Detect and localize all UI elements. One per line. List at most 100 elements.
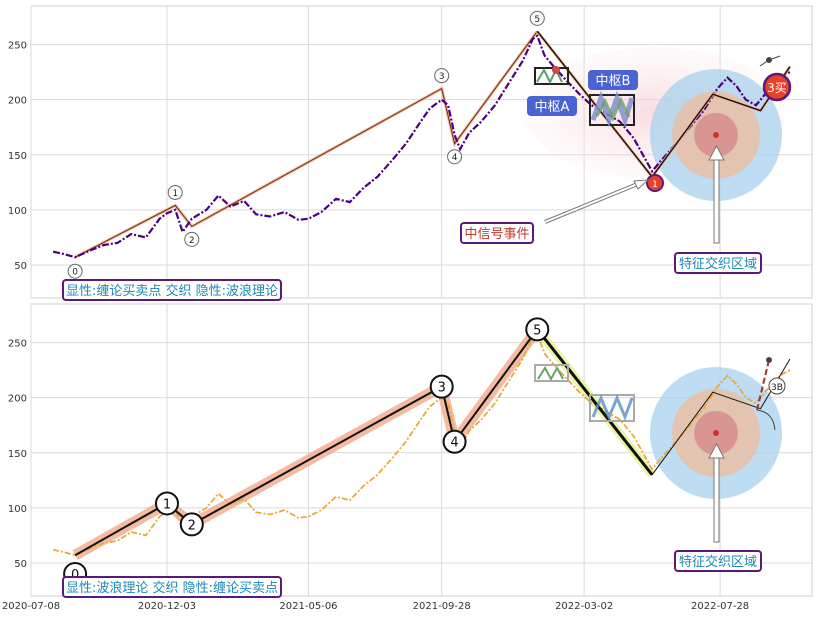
bottom-c-wave-line	[536, 328, 654, 476]
pivot-a-label: 中枢A	[535, 100, 570, 115]
top-zone-label: 特征交织区域	[679, 256, 757, 272]
bottom-zone-label-box	[674, 550, 762, 572]
zone-arrow-shaft	[713, 157, 720, 244]
bottom-zone-center-dot	[713, 430, 719, 436]
top-wave-marker-4	[447, 149, 463, 165]
bottom-pivot-a-zigzag	[537, 365, 564, 382]
x-axis-tick-labels: 2020-07-08 2020-12-03 2021-05-06 2021-09-28…	[2, 601, 749, 612]
top-wave-marker-2	[184, 231, 200, 247]
bottom-pivot-a-box	[534, 364, 569, 382]
bottom-wave-marker-5	[525, 317, 550, 342]
bottom-wave-marker-label: 1	[163, 497, 171, 512]
third-buy-tip	[766, 57, 772, 63]
pivot-a-badge	[527, 96, 577, 116]
x-tick-label: 2021-09-28	[413, 601, 471, 612]
pivot-b-badge	[588, 70, 638, 90]
bottom-pivot-b-box	[589, 394, 635, 422]
bottom-wave-marker-label: 5	[533, 323, 541, 338]
top-y-tick-labels: 50 100 150 200 250	[8, 41, 27, 272]
third-buy-marker	[762, 72, 792, 102]
pivot-a-box	[534, 67, 569, 85]
bot-ytick-label: 50	[14, 559, 27, 570]
top-wave-marker-3	[434, 68, 450, 84]
pivot-b-zigzag-blue	[590, 90, 635, 128]
bottom-wave-marker-4	[442, 429, 467, 454]
top-ytick-label: 150	[8, 151, 27, 162]
x-tick-label: 2021-05-06	[279, 601, 337, 612]
pivot-a-dot	[552, 66, 560, 74]
bottom-legend-text: 显性:波浪理论 交织 隐性:缠论买卖点	[66, 580, 278, 596]
top-wave-marker-label: 3	[439, 72, 445, 82]
top-wave-marker-label: 0	[72, 268, 78, 278]
bottom-3b-tip	[766, 357, 772, 363]
bottom-3b-whisker	[756, 409, 776, 431]
top-zone-center-dot	[713, 132, 719, 138]
x-tick-label: 2022-03-02	[555, 601, 613, 612]
bottom-3b-label: 3B	[771, 383, 783, 393]
pivot-a-zigzag	[536, 67, 563, 85]
top-legend-box	[62, 279, 282, 301]
bottom-labels: 特征交织区域 显性:波浪理论 交织 隐性:缠论买卖点	[62, 550, 762, 598]
signal-arrow-head	[633, 179, 650, 190]
bottom-wave-line	[74, 328, 539, 557]
pivot-b-zigzag-green	[595, 96, 631, 122]
bottom-pivot-boxes	[534, 364, 635, 422]
signal-arrow-shaft	[544, 182, 641, 223]
x-tick-label: 2020-07-08	[2, 601, 60, 612]
bottom-wave-marker-label: 4	[450, 436, 458, 451]
top-wave-line	[74, 31, 538, 258]
third-buy-label: 3买	[767, 81, 787, 95]
top-zone-label-box	[674, 252, 762, 274]
bottom-zone-arrow-shaft	[713, 455, 720, 543]
top-labels: 中信号事件 特征交织区域 显性:缠论买卖点 交织 隐性:波浪理论	[62, 222, 762, 301]
top-wave-marker-label: 1	[172, 189, 178, 199]
top-ytick-label: 100	[8, 206, 27, 217]
bot-ytick-label: 100	[8, 504, 27, 515]
top-wave-lines	[74, 30, 539, 259]
top-wave-marker-0	[67, 263, 83, 279]
top-wave-marker-label: 2	[189, 236, 195, 246]
bottom-third-buy: 3B	[756, 357, 786, 431]
bottom-wave-marker-3	[429, 374, 454, 399]
zone-arrow-head	[708, 144, 725, 161]
bottom-wave-markers: 0 1 2 3 4 5	[63, 317, 550, 586]
bottom-arrows	[708, 442, 725, 543]
bot-ytick-label: 250	[8, 339, 27, 350]
bot-ytick-label: 150	[8, 449, 27, 460]
top-legend-text: 显性:缠论买卖点 交织 隐性:波浪理论	[66, 283, 278, 299]
bottom-wave-marker-1	[154, 491, 179, 516]
bottom-zone-arrow-head	[708, 442, 725, 459]
bottom-wave-marker-2	[179, 512, 204, 537]
pivot-b-box	[589, 94, 635, 126]
x-tick-label: 2022-07-28	[691, 601, 749, 612]
top-ytick-label: 50	[14, 261, 27, 272]
signal-event-label: 中信号事件	[464, 227, 529, 242]
buy-point-1-label: 1	[652, 180, 658, 190]
bottom-wave-marker-label: 3	[438, 381, 446, 396]
signal-event-box	[460, 222, 534, 244]
top-ytick-label: 200	[8, 96, 27, 107]
bottom-pivot-b-zigzag	[591, 394, 634, 422]
top-wave-marker-5	[529, 10, 545, 26]
top-pivot-boxes: 中枢A 中枢B	[527, 66, 638, 128]
bottom-wave-marker-label: 0	[71, 568, 79, 583]
top-buy-signals: 1 3买	[646, 55, 792, 192]
top-wave-marker-1	[167, 184, 183, 200]
bottom-3b-marker	[768, 377, 786, 395]
x-tick-label: 2020-12-03	[138, 601, 196, 612]
buy-point-1-marker	[646, 174, 664, 192]
top-arrows	[544, 144, 725, 244]
top-wave-marker-label: 4	[452, 153, 458, 163]
bot-ytick-label: 200	[8, 394, 27, 405]
bottom-wave-marker-label: 2	[188, 518, 196, 533]
bottom-zone-label: 特征交织区域	[679, 554, 757, 570]
bottom-y-tick-labels: 50 100 150 200 250	[8, 339, 27, 570]
top-panel: 50 100 150 200 250 中枢A 中枢B 0 1 2 3 4 5 1	[8, 5, 813, 301]
pivot-b-label: 中枢B	[596, 74, 631, 89]
top-wave-markers: 0 1 2 3 4 5	[67, 10, 545, 279]
top-wave-marker-label: 5	[534, 15, 540, 25]
bottom-legend-box	[62, 576, 282, 598]
top-ytick-label: 250	[8, 41, 27, 52]
